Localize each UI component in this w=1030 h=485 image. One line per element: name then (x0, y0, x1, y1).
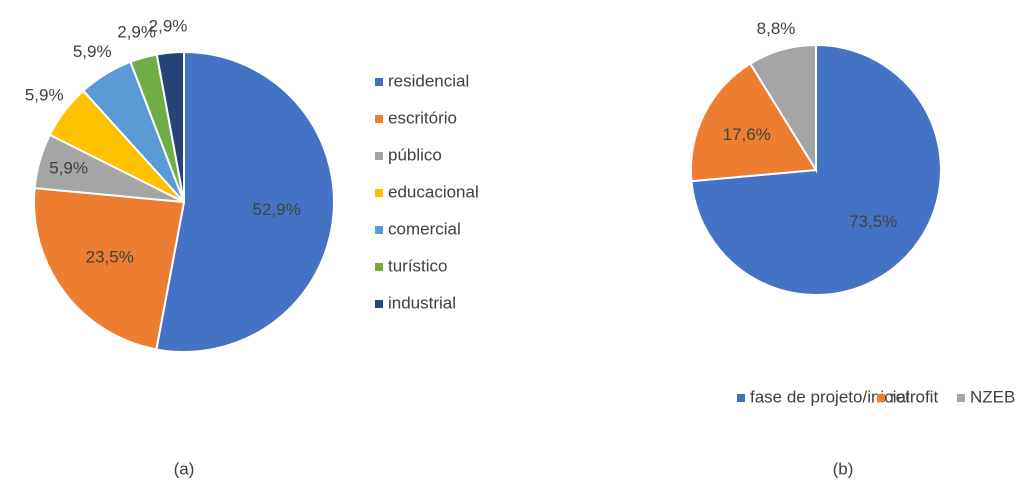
legend-swatch (375, 152, 383, 160)
data-label: 17,6% (723, 125, 771, 144)
data-label: 5,9% (49, 159, 88, 178)
data-label: 2,9% (149, 17, 188, 36)
caption: (a) (174, 459, 195, 478)
pie-slice (33, 187, 186, 351)
legend-label: comercial (388, 219, 461, 238)
pie-slice (690, 62, 818, 183)
legend-label: público (388, 145, 442, 164)
legend-swatch (877, 394, 885, 402)
legend-swatch (737, 394, 745, 402)
legend-swatch (375, 78, 383, 86)
legend-label: escritório (388, 108, 457, 127)
caption: (b) (833, 459, 854, 478)
legend-label: residencial (388, 71, 469, 90)
legend-swatch (957, 394, 965, 402)
legend-label: fase de projeto/inicial (750, 387, 910, 406)
legend-label: retrofit (890, 387, 938, 406)
legend-label: NZEB (970, 387, 1015, 406)
data-label: 52,9% (252, 200, 300, 219)
legend-label: turístico (388, 256, 448, 275)
legend-swatch (375, 115, 383, 123)
data-label: 2,9% (117, 23, 156, 42)
pie-slice (748, 43, 817, 174)
data-label: 8,8% (757, 19, 796, 38)
legend-swatch (375, 226, 383, 234)
data-label: 5,9% (25, 85, 64, 104)
pie-slice (155, 50, 335, 353)
legend-label: educacional (388, 182, 479, 201)
data-label: 23,5% (86, 247, 134, 266)
legend-swatch (375, 263, 383, 271)
data-label: 73,5% (849, 212, 897, 231)
legend-swatch (375, 189, 383, 197)
data-label: 5,9% (73, 42, 112, 61)
legend-swatch (375, 300, 383, 308)
legend-label: industrial (388, 293, 456, 312)
pie-slice (155, 50, 185, 203)
